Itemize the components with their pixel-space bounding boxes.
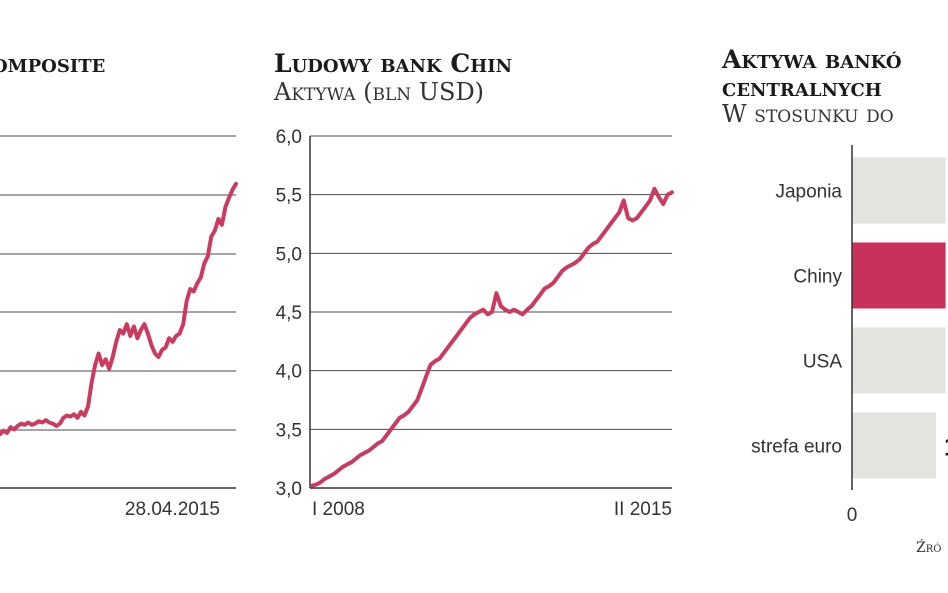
cb-bar-value-label: 1 (944, 432, 948, 462)
pboc-y-tick-label: 3,5 (276, 420, 302, 441)
chart-pboc-assets: Ludowy bank Chin Aktywa (bln USD) 6,0 5,5… (273, 49, 674, 520)
composite-x-tick-label: 28.04.2015 (125, 499, 220, 520)
cb-category-label: Japonia (775, 182, 842, 203)
pboc-y-ticks: 6,0 5,5 5,0 4,5 4,0 3,5 3,0 (276, 127, 302, 500)
pboc-y-tick-label: 3,0 (276, 479, 302, 500)
composite-gridlines (0, 135, 236, 431)
cb-bar-usa (852, 327, 946, 394)
pboc-subtitle: Aktywa (bln USD) (273, 78, 484, 106)
pboc-gridlines (310, 135, 672, 430)
cb-category-label: Chiny (793, 267, 842, 288)
pboc-y-tick-label: 4,5 (276, 303, 302, 324)
pboc-y-tick-label: 5,5 (276, 186, 302, 207)
cb-x-tick-zero: 0 (847, 505, 858, 526)
chart-composite: omposite 28.04.2015 (0, 49, 238, 520)
cb-category-label: USA (803, 352, 842, 373)
cb-title-line1: Aktywa bankó (721, 45, 902, 74)
cb-bars: Japonia Chiny USA strefa euro 1 (751, 157, 948, 479)
pboc-y-tick-label: 5,0 (276, 244, 302, 265)
pboc-x-tick-start: I 2008 (312, 499, 365, 520)
cb-subtitle: W stosunku do (722, 100, 894, 128)
cb-category-label: strefa euro (751, 437, 842, 458)
cb-bar-chiny (852, 242, 946, 309)
pboc-y-tick-label: 4,0 (276, 362, 302, 383)
cb-source-label: Źró (916, 538, 941, 556)
cb-title-line2: centralnych (722, 73, 882, 102)
cb-bar-strefa-euro (852, 412, 936, 479)
chart-central-bank-assets: Aktywa bankó centralnych W stosunku do J… (721, 45, 948, 556)
pboc-x-tick-end: II 2015 (614, 499, 672, 520)
pboc-y-tick-label: 6,0 (276, 127, 302, 148)
pboc-title: Ludowy bank Chin (274, 49, 512, 78)
cb-bar-japonia (852, 157, 946, 224)
pboc-series-line (310, 186, 674, 488)
composite-title: omposite (0, 49, 105, 78)
composite-series-line (0, 181, 238, 437)
